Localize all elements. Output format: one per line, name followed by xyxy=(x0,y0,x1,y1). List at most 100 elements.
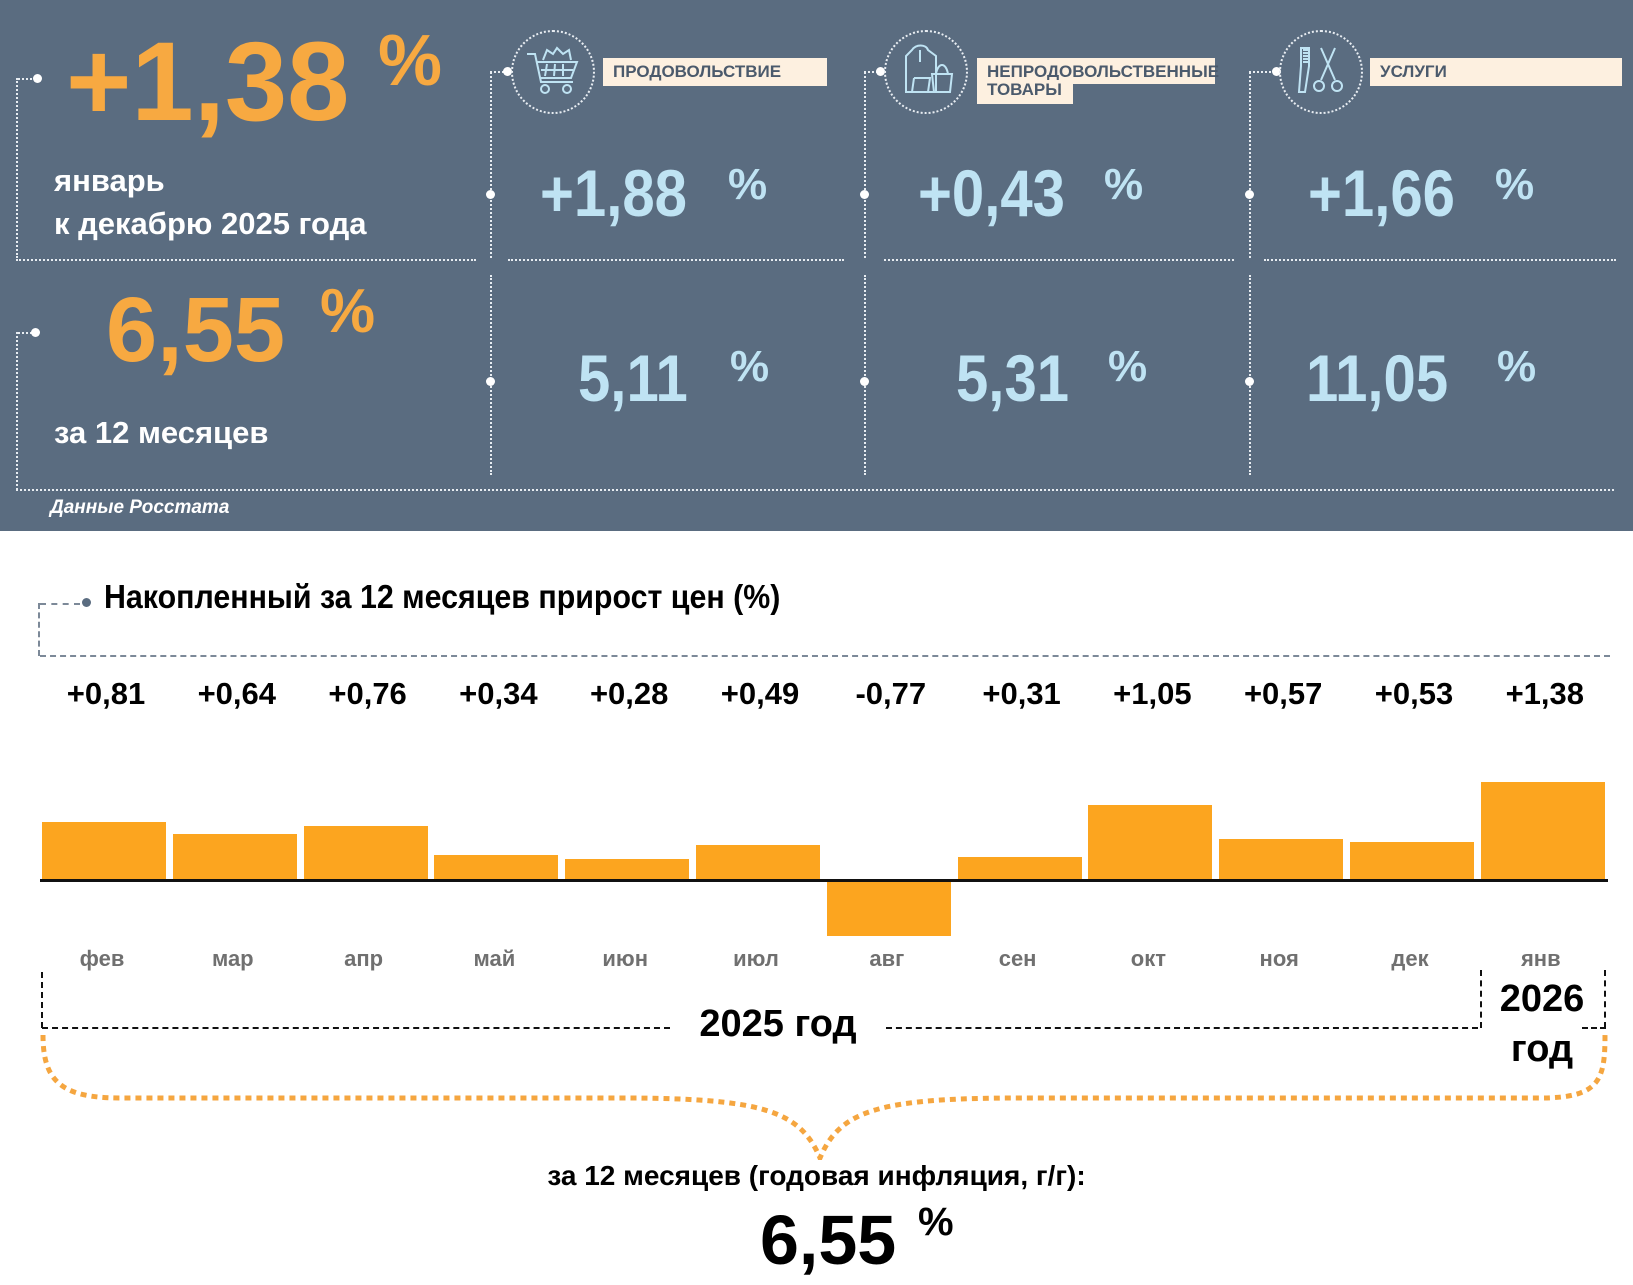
year-2025-label: 2025 год xyxy=(699,1003,857,1045)
bar-апр xyxy=(303,825,428,879)
connector-line xyxy=(18,78,36,80)
month-label: авг xyxy=(869,946,905,971)
connector-line xyxy=(18,332,36,334)
value-label: +0,31 xyxy=(982,676,1061,711)
month-label: ноя xyxy=(1259,946,1299,971)
annual-period-label: за 12 месяцев xyxy=(54,415,269,450)
divider xyxy=(508,259,844,261)
category-services-annual: 11,05 xyxy=(1306,341,1449,415)
month-label: апр xyxy=(344,946,384,971)
value-label: +0,81 xyxy=(66,676,146,711)
connector-line xyxy=(1249,71,1279,73)
bar-ноя xyxy=(1219,838,1344,879)
monthly-period-line1: январь xyxy=(54,163,165,198)
category-nonfood-monthly-unit: % xyxy=(1104,160,1144,209)
year-separator xyxy=(1480,970,1482,1028)
month-label: июн xyxy=(602,946,648,971)
connector-line xyxy=(1249,275,1251,475)
divider xyxy=(16,259,476,261)
category-food-monthly-unit: % xyxy=(728,160,768,209)
chart-title: Накопленный за 12 месяцев прирост цен (%… xyxy=(104,578,781,615)
title-underline xyxy=(40,655,1610,657)
connector-dot xyxy=(33,74,42,83)
category-services-monthly-unit: % xyxy=(1495,160,1535,209)
connector-dot xyxy=(876,67,885,76)
year-bracket-line xyxy=(886,1027,1478,1029)
connector-line xyxy=(490,275,492,475)
month-label: янв xyxy=(1520,946,1561,971)
connector-dot xyxy=(486,190,495,199)
connector-line xyxy=(16,332,18,490)
summary-panel: +1,38 % январь к декабрю 2025 года 6,55 … xyxy=(0,0,1633,531)
year-bracket-left xyxy=(41,972,43,1028)
annual-inflation-value: 6,55 xyxy=(106,279,286,381)
year-bracket-line xyxy=(1582,1027,1606,1029)
monthly-inflation-unit: % xyxy=(378,21,443,101)
value-label: +1,38 xyxy=(1505,676,1585,711)
connector-line xyxy=(490,71,512,73)
connector-dot xyxy=(1245,190,1254,199)
value-label: +1,05 xyxy=(1113,676,1192,711)
category-services-annual-unit: % xyxy=(1497,342,1537,391)
category-label-nonfood-line2-box: ТОВАРЫ xyxy=(977,80,1073,104)
bar-июл xyxy=(696,844,820,879)
category-icon-circle xyxy=(884,30,968,114)
category-icon-circle xyxy=(1279,30,1363,114)
category-nonfood-monthly: +0,43 xyxy=(918,156,1065,230)
monthly-period-line2: к декабрю 2025 года xyxy=(54,206,367,241)
category-label-services: УСЛУГИ xyxy=(1370,58,1622,86)
category-icon-circle xyxy=(511,30,595,114)
divider xyxy=(16,489,1614,491)
connector-line xyxy=(864,72,866,258)
total-brace xyxy=(40,1034,1608,1160)
category-nonfood-annual-unit: % xyxy=(1108,342,1148,391)
bar-май xyxy=(434,855,559,879)
month-label: июл xyxy=(733,946,779,971)
month-label: фев xyxy=(79,946,125,971)
connector-dot xyxy=(31,328,40,337)
category-label-nonfood-line1: НЕПРОДОВОЛЬСТВЕННЫЕ xyxy=(987,62,1220,81)
total-label: за 12 месяцев (годовая инфляция, г/г): xyxy=(547,1160,1086,1191)
value-label: +0,34 xyxy=(459,676,538,711)
category-services-monthly: +1,66 xyxy=(1308,156,1455,230)
year-2026-label-line2: год xyxy=(1510,1028,1574,1070)
connector-dot xyxy=(486,377,495,386)
value-label: -0,77 xyxy=(855,676,927,711)
connector-dot xyxy=(860,377,869,386)
total-value: 6,55 xyxy=(760,1201,897,1279)
zero-axis xyxy=(40,879,1608,882)
annual-inflation-unit: % xyxy=(320,277,376,346)
comb-scissors-icon xyxy=(1297,47,1343,93)
month-label: дек xyxy=(1391,946,1429,971)
bar-авг xyxy=(826,882,951,937)
value-label: +0,53 xyxy=(1374,676,1454,711)
connector-line xyxy=(16,78,18,258)
month-label: май xyxy=(473,946,516,971)
category-label-nonfood: НЕПРОДОВОЛЬСТВЕННЫЕ xyxy=(977,58,1220,84)
year-2026-label-line1: 2026 xyxy=(1499,978,1585,1020)
divider xyxy=(884,259,1234,261)
year-bracket-right xyxy=(1604,970,1606,1028)
value-label: +0,76 xyxy=(328,676,407,711)
source-note: Данные Росстата xyxy=(50,497,230,518)
bar-сен xyxy=(957,857,1082,879)
connector-dot xyxy=(1272,67,1281,76)
bar-янв xyxy=(1480,782,1605,879)
clothes-bag-icon xyxy=(905,44,954,93)
bar-фев xyxy=(42,822,166,879)
total-unit: % xyxy=(918,1200,954,1244)
year-bracket-line xyxy=(42,1027,670,1029)
connector-line xyxy=(864,71,886,73)
category-label-nonfood-line2: ТОВАРЫ xyxy=(987,80,1062,99)
shopping-cart-icon xyxy=(527,46,579,94)
value-label: +0,57 xyxy=(1243,676,1323,711)
monthly-inflation-value: +1,38 xyxy=(66,19,350,144)
connector-dot xyxy=(1245,377,1254,386)
connector-dot xyxy=(503,67,512,76)
month-label: сен xyxy=(998,946,1037,971)
bar-дек xyxy=(1350,841,1474,879)
category-food-monthly: +1,88 xyxy=(540,156,687,230)
connector-line xyxy=(490,72,492,258)
connector-line xyxy=(1249,72,1251,258)
month-label: окт xyxy=(1130,946,1166,971)
